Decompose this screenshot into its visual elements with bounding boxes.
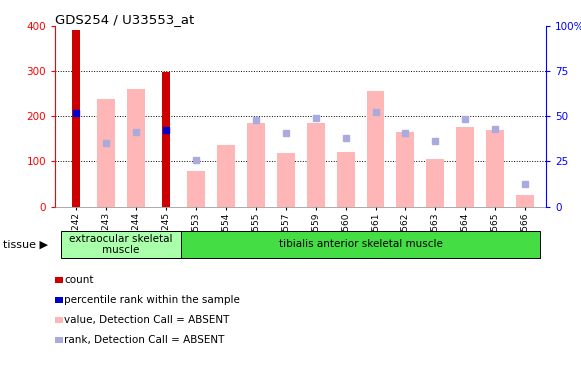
Bar <box>426 159 444 207</box>
Text: rank, Detection Call = ABSENT: rank, Detection Call = ABSENT <box>64 335 225 345</box>
Bar <box>72 30 80 207</box>
Bar <box>336 152 354 207</box>
Bar <box>247 123 265 207</box>
Text: count: count <box>64 275 94 285</box>
Bar <box>277 153 295 207</box>
Text: percentile rank within the sample: percentile rank within the sample <box>64 295 241 305</box>
Text: tibialis anterior skeletal muscle: tibialis anterior skeletal muscle <box>279 239 443 249</box>
Bar <box>162 72 170 207</box>
Bar <box>486 130 504 207</box>
Text: value, Detection Call = ABSENT: value, Detection Call = ABSENT <box>64 315 230 325</box>
Bar <box>187 171 205 207</box>
Bar <box>127 89 145 207</box>
Bar <box>516 195 534 207</box>
Text: extraocular skeletal
muscle: extraocular skeletal muscle <box>69 234 173 255</box>
Bar <box>396 132 414 207</box>
Bar <box>61 231 181 258</box>
Bar <box>217 145 235 207</box>
Text: GDS254 / U33553_at: GDS254 / U33553_at <box>55 13 195 26</box>
Text: tissue ▶: tissue ▶ <box>3 239 48 250</box>
Bar <box>307 123 325 207</box>
Bar <box>367 91 385 207</box>
Bar <box>97 100 115 207</box>
Bar <box>181 231 540 258</box>
Bar <box>456 127 474 207</box>
